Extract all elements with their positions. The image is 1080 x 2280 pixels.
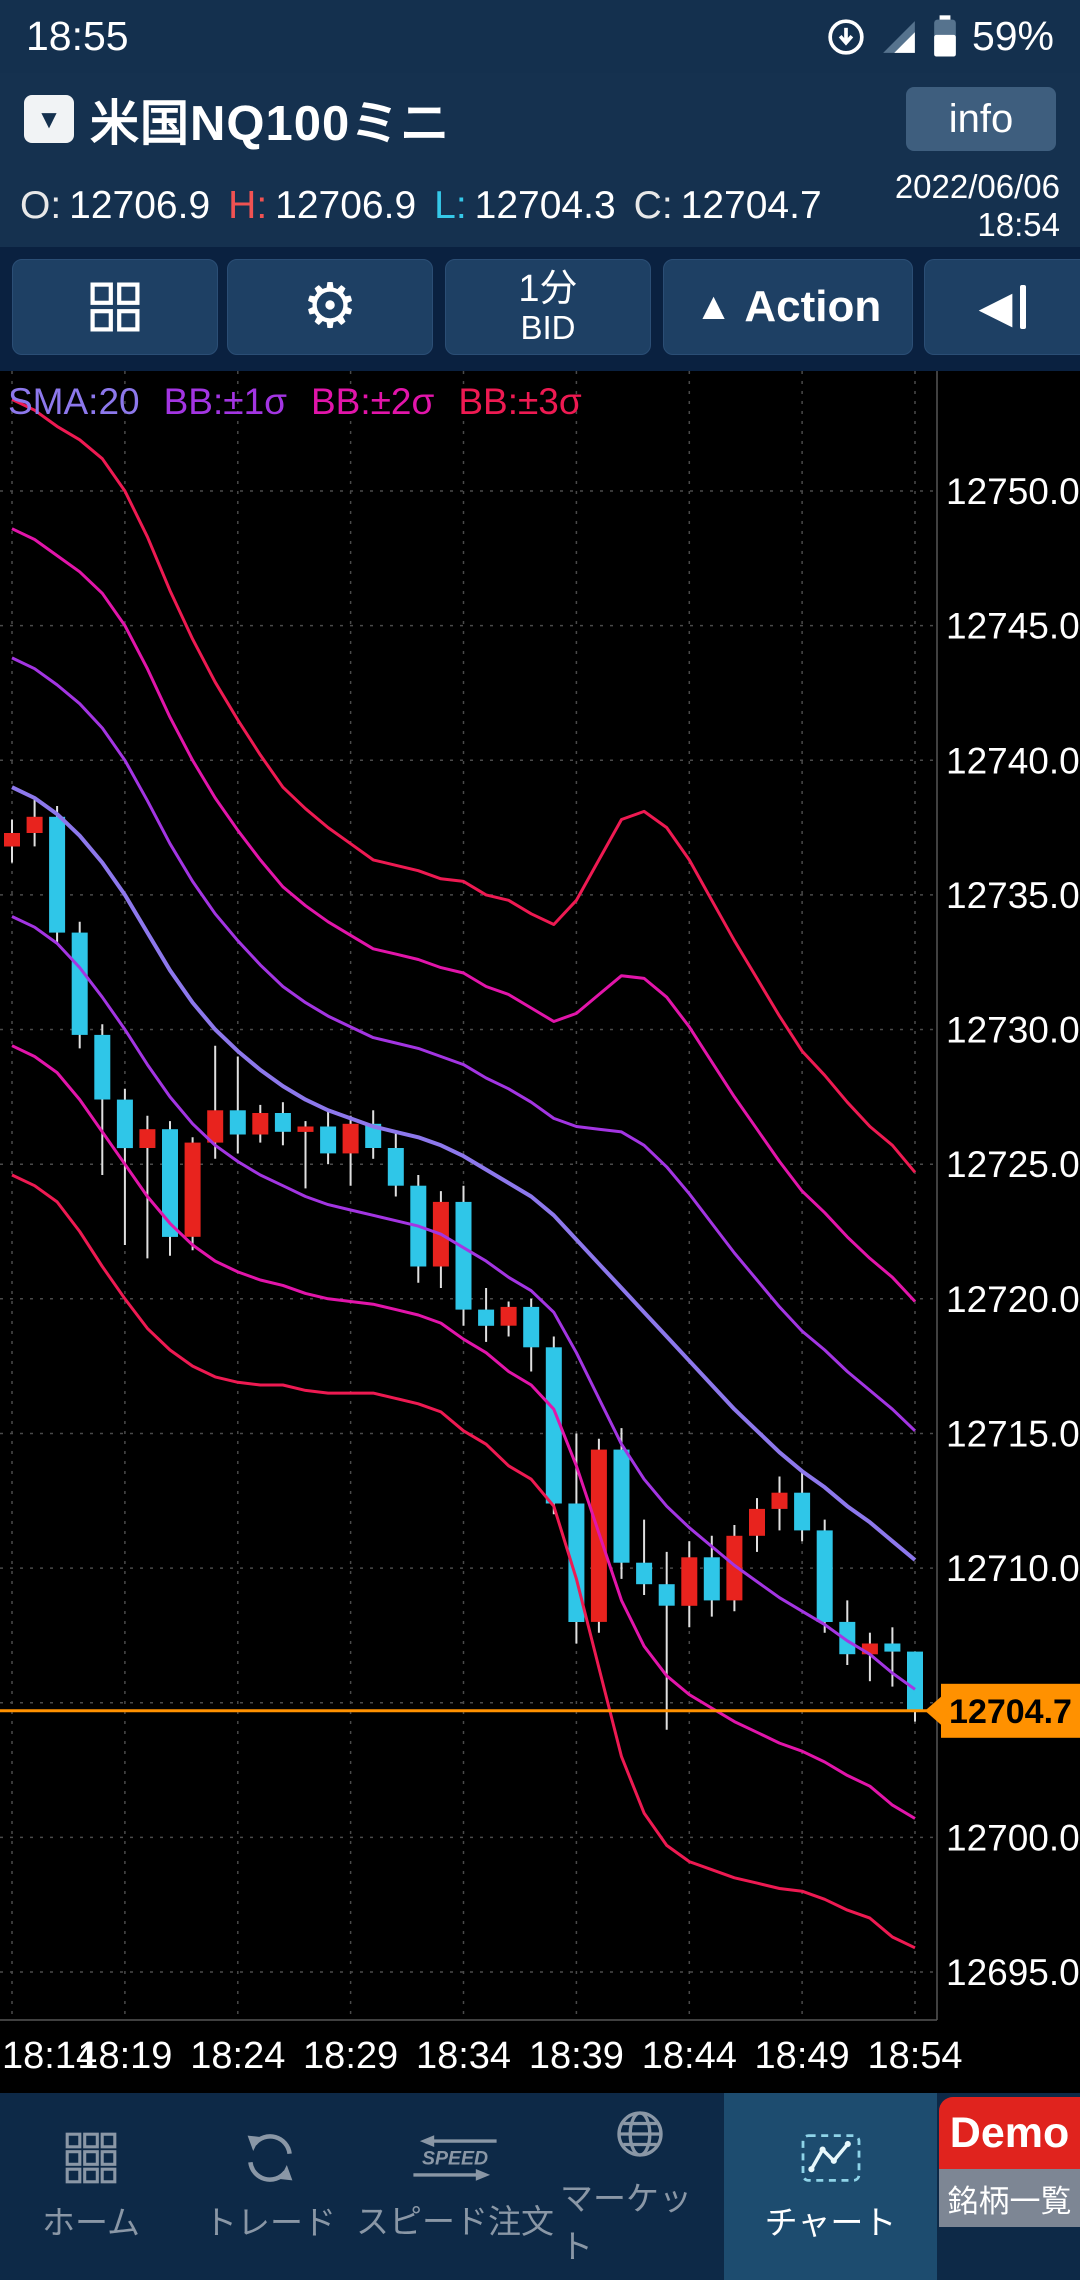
nav-tab-chart[interactable]: チャート — [724, 2093, 937, 2280]
action-logo-icon: ▲ — [694, 285, 733, 328]
nav-label: チャート — [764, 2203, 897, 2241]
home-grid-icon — [65, 2132, 117, 2183]
svg-text:18:54: 18:54 — [867, 2035, 962, 2077]
signal-icon — [883, 20, 915, 53]
low-value: 12704.3 — [474, 184, 616, 227]
interval-bid-button[interactable]: 1分 BID — [445, 259, 651, 355]
speed-order-icon: SPEED — [413, 2134, 497, 2181]
info-button[interactable]: info — [906, 87, 1056, 151]
action-button[interactable]: ▲ Action — [663, 259, 913, 355]
svg-text:12695.0: 12695.0 — [946, 1952, 1080, 1993]
nav-tab-market[interactable]: マーケット — [560, 2093, 720, 2280]
svg-text:18:14: 18:14 — [2, 2035, 97, 2077]
gear-icon: ⚙ — [302, 272, 358, 341]
nav-label: スピード注文 — [356, 2202, 554, 2240]
svg-text:12720.0: 12720.0 — [946, 1279, 1080, 1320]
nav-label: マーケット — [560, 2179, 692, 2265]
high-value: 12706.9 — [275, 184, 417, 227]
chart-line-icon — [801, 2133, 860, 2182]
collapse-panel-button[interactable]: ◀ — [924, 259, 1080, 355]
status-icons: 59% — [826, 13, 1054, 60]
price-chart[interactable]: 12704.7 12695.0 12700.0 12710.0 12715.0 12720… — [0, 371, 1080, 2093]
chart-toolbar: ⚙ 1分 BID ▲ Action ◀ — [0, 247, 1080, 371]
chevron-down-icon: ▼ — [36, 104, 62, 134]
chart-layout-button[interactable] — [12, 259, 218, 355]
nav-tab-trade[interactable]: トレード — [195, 2093, 345, 2280]
svg-text:12740.0: 12740.0 — [946, 740, 1080, 781]
open-label: O: — [20, 184, 62, 227]
symbol-header: ▼ 米国NQ100ミニ info — [0, 73, 1080, 165]
svg-text:18:49: 18:49 — [755, 2035, 850, 2077]
svg-text:18:24: 18:24 — [190, 2035, 285, 2077]
battery-percent: 59% — [971, 13, 1054, 59]
trade-arrows-icon — [247, 2133, 293, 2182]
svg-text:12735.0: 12735.0 — [946, 875, 1080, 916]
back-arrow-icon: ◀ — [978, 282, 1013, 332]
svg-text:12704.7: 12704.7 — [949, 1693, 1072, 1731]
status-bar: 18:55 59% — [0, 0, 1080, 73]
data-saver-icon — [828, 18, 864, 55]
svg-text:12750.0: 12750.0 — [946, 471, 1080, 512]
nav-label: ホーム — [41, 2203, 140, 2241]
interval-label: 1分 — [518, 267, 578, 310]
symbol-title: 米国NQ100ミニ — [90, 96, 451, 151]
price-type-label: BID — [520, 308, 576, 346]
nav-label: トレード — [204, 2203, 336, 2241]
high-label: H: — [228, 184, 268, 227]
svg-text:18:19: 18:19 — [77, 2035, 172, 2077]
bottom-navigation: ホーム トレード SPEED スピード注文 — [0, 2093, 1080, 2280]
svg-text:12730.0: 12730.0 — [946, 1010, 1080, 1051]
collapse-bar-icon — [1020, 285, 1027, 329]
svg-text:12745.0: 12745.0 — [946, 606, 1080, 647]
svg-text:12710.0: 12710.0 — [946, 1548, 1080, 1589]
demo-symbol-list-block: Demo 銘柄一覧 — [939, 2097, 1080, 2227]
close-value: 12704.7 — [680, 184, 822, 227]
svg-text:SPEED: SPEED — [422, 2147, 488, 2169]
svg-text:18:39: 18:39 — [529, 2035, 624, 2077]
close-label: C: — [633, 184, 673, 227]
battery-icon — [934, 14, 956, 57]
quote-time: 18:54 — [977, 206, 1060, 243]
svg-text:18:44: 18:44 — [642, 2035, 737, 2077]
ohlc-row: O: 12706.9 H: 12706.9 L: 12704.3 C: 1270… — [0, 165, 1080, 247]
nav-tab-speed-order[interactable]: SPEED スピード注文 — [350, 2093, 560, 2280]
svg-text:18:34: 18:34 — [416, 2035, 511, 2077]
quote-date: 2022/06/06 — [894, 168, 1060, 205]
quote-datetime: 2022/06/06 18:54 — [895, 168, 1060, 244]
symbol-dropdown-button[interactable]: ▼ — [24, 95, 74, 143]
clock: 18:55 — [26, 13, 129, 59]
low-label: L: — [434, 184, 467, 227]
symbol-list-button[interactable]: 銘柄一覧 — [939, 2169, 1080, 2227]
chart-area: 12704.7 12695.0 12700.0 12710.0 12715.0 12720… — [0, 371, 1080, 2093]
svg-text:12715.0: 12715.0 — [946, 1414, 1080, 1455]
settings-button[interactable]: ⚙ — [227, 259, 433, 355]
nav-tab-home[interactable]: ホーム — [16, 2093, 166, 2280]
svg-text:18:29: 18:29 — [303, 2035, 398, 2077]
globe-icon — [617, 2110, 663, 2157]
grid-icon — [90, 282, 140, 332]
demo-badge[interactable]: Demo — [939, 2097, 1080, 2169]
svg-text:12725.0: 12725.0 — [946, 1144, 1080, 1185]
svg-text:12700.0: 12700.0 — [946, 1817, 1080, 1858]
action-label: Action — [744, 282, 882, 331]
open-value: 12706.9 — [69, 184, 211, 227]
